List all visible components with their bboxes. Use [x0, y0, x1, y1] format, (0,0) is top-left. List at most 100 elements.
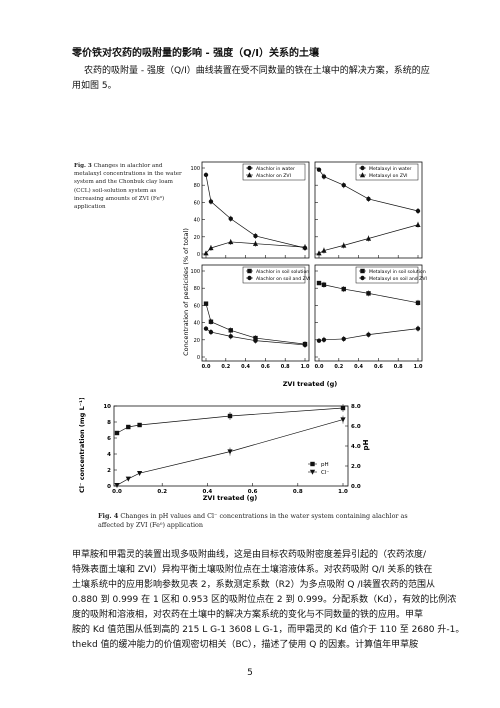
fig4-x-tick-label: 0.2 — [157, 489, 167, 495]
fig4-data-point — [137, 422, 142, 428]
body-line-4: 0.880 到 0.999 在 1 区和 0.953 区的吸附位点在 2 到 0… — [72, 595, 457, 605]
fig4-left-tick-label: 0 — [107, 484, 111, 490]
fig4-right-tick-label: 6.0 — [351, 424, 361, 430]
fig3-data-point — [321, 174, 327, 179]
body-line-3: 土壤系统中的应用影响参数见表 2，系数测定系数（R2）为多点吸附 Q /I装置农… — [72, 580, 436, 590]
fig3-data-point — [341, 286, 346, 292]
fig3-data-point — [228, 328, 233, 333]
fig4-x-axis-label: ZVI treated (g) — [203, 494, 258, 502]
fig4-legend-label: pH — [321, 462, 329, 468]
fig3-y-tick-label: 60 — [194, 200, 200, 206]
fig4-left-axis-label: Cl⁻ concentration (mg L⁻¹) — [78, 398, 86, 493]
fig3-data-point — [252, 240, 259, 246]
fig3-x-tick-label: 0.8 — [281, 364, 290, 370]
fig3-data-point — [366, 332, 371, 337]
fig4-right-tick-label: 8.0 — [351, 404, 361, 410]
fig3-data-point — [203, 250, 209, 256]
fig4-caption-label: Fig. 4 — [98, 512, 119, 520]
fig3-y-tick-label: 80 — [194, 183, 200, 189]
fig3-y-tick-label: 40 — [194, 218, 200, 224]
fig4-data-point — [340, 417, 346, 423]
body-line-6: 胺的 Kd 值范围从低到高的 215 L G-1 3608 L G-1，而甲霜灵… — [72, 625, 465, 635]
fig3-data-point — [341, 183, 346, 188]
fig3-data-point — [415, 326, 421, 331]
fig3-panel-frame — [314, 264, 423, 362]
fig3-x-tick-label: 0.2 — [334, 364, 343, 370]
fig3-x-tick-label: 0.0 — [202, 364, 211, 370]
fig4-left-tick-label: 10 — [103, 404, 111, 410]
fig3-y-tick-label: 100 — [190, 269, 200, 275]
fig4-right-axis-label: pH — [362, 439, 370, 450]
fig4-data-point — [340, 405, 346, 411]
fig3-legend-marker — [247, 165, 252, 171]
fig3-legend-label: Alachlor in water — [256, 166, 295, 172]
fig3-data-point — [366, 196, 371, 202]
fig3-legend-box — [355, 266, 419, 284]
fig4-data-point — [125, 476, 131, 482]
fig3-data-point — [316, 338, 322, 343]
fig4-left-tick-label: 8 — [107, 420, 111, 426]
fig3-x-tick-label: 0.4 — [354, 364, 363, 370]
fig3-x-axis-label: ZVI treated (g) — [283, 380, 338, 388]
body-line-5: 度的吸附和溶液相，对农药在土壤中的解决方案系统的变化与不同数量的铁的应用。甲草 — [72, 610, 424, 620]
fig3-data-point — [203, 172, 209, 178]
fig4-right-tick-label: 0.0 — [351, 484, 361, 490]
fig3-legend-marker — [360, 275, 365, 281]
fig4-data-point — [114, 483, 120, 488]
fig3-data-point — [228, 216, 233, 221]
fig3-x-tick-label: 0.0 — [315, 364, 324, 370]
fig3-panel-frame — [201, 264, 310, 362]
fig3-panel-frame — [314, 161, 423, 259]
fig3-data-point — [253, 338, 258, 343]
fig4-data-point — [126, 424, 131, 430]
fig3-data-point — [203, 326, 209, 331]
intro-line-1: 农药的吸附量 - 强度（Q/I）曲线装置在受不同数量的铁在土壤中的解决方案，系统… — [84, 66, 430, 76]
fig3-legend-box — [242, 266, 306, 284]
fig3-data-point — [208, 329, 214, 335]
fig3-x-tick-label: 0.2 — [221, 364, 230, 370]
fig4-chart: 0 2 4 6 8 10 0.0 2.0 4.0 6.0 8.0 0.0 0.2 0.4 0.6 0.8 1.0… — [78, 398, 370, 502]
fig3-data-point — [316, 250, 322, 256]
fig3-legend-label: Metalaxyl in soil solution — [369, 269, 426, 275]
fig3-panel-frame — [201, 161, 310, 259]
fig3-legend-marker — [246, 172, 253, 178]
fig3-legend-marker — [247, 275, 252, 281]
fig3-y-tick-label: 40 — [194, 321, 200, 327]
fig3-caption-label: Fig. 3 — [74, 163, 92, 169]
fig3-y-tick-label: 100 — [190, 166, 200, 172]
fig3-data-point — [316, 167, 322, 172]
body-line-7: thekd 值的缓冲能力的价值观密切相关（BC），描述了使用 Q 的因素。计算值… — [72, 640, 419, 650]
fig3-data-point — [253, 233, 258, 239]
fig3-data-point — [302, 342, 308, 348]
fig3-data-point — [228, 239, 234, 245]
fig3-data-point — [365, 235, 372, 241]
fig4-x-tick-label: 0.0 — [112, 489, 122, 495]
fig3-caption-text: Changes in alachlor and metalaxyl concen… — [74, 163, 182, 211]
fig3-data-point — [228, 334, 233, 339]
fig4-caption-text: Changes in pH values and Cl⁻ concentrati… — [98, 512, 408, 529]
fig3-legend-marker — [360, 268, 365, 274]
fig4-legend-marker — [309, 469, 316, 475]
fig3-y-tick-label: 20 — [194, 338, 200, 344]
fig4-right-tick-label: 4.0 — [351, 444, 361, 450]
fig3-data-point — [321, 247, 327, 253]
fig4-caption: Fig. 4 Changes in pH values and Cl⁻ conc… — [98, 512, 418, 530]
fig3-y-tick-label: 80 — [194, 286, 200, 292]
fig3-data-point — [208, 245, 214, 251]
fig4-x-tick-label: 0.4 — [203, 489, 213, 495]
fig3-data-point — [321, 282, 327, 287]
fig3-legend-label: Metalaxyl on ZVI — [369, 173, 408, 179]
body-line-2: 特殊表面土壤和 ZVI）异构平衡土壤吸附位点在土壤溶液体系。对农药吸附 Q/I … — [72, 565, 433, 575]
fig3-x-tick-label: 1.0 — [301, 364, 310, 370]
fig4-legend-label: Cl⁻ — [321, 470, 329, 476]
fig4-x-tick-label: 0.8 — [293, 489, 303, 495]
section-heading: 零价铁对农药的吸附量的影响 - 强度（Q/I）关系的土壤 — [72, 48, 319, 59]
fig3-y-tick-label: 60 — [194, 303, 200, 309]
fig3-data-point — [341, 336, 346, 342]
fig3-legend-marker — [359, 172, 366, 178]
fig3-x-tick-label: 0.8 — [394, 364, 403, 370]
fig3-legend-label: Metalaxyl on soil and ZVI — [369, 276, 427, 282]
fig3-data-point — [366, 291, 371, 296]
intro-line-2: 用如图 5。 — [72, 81, 117, 91]
